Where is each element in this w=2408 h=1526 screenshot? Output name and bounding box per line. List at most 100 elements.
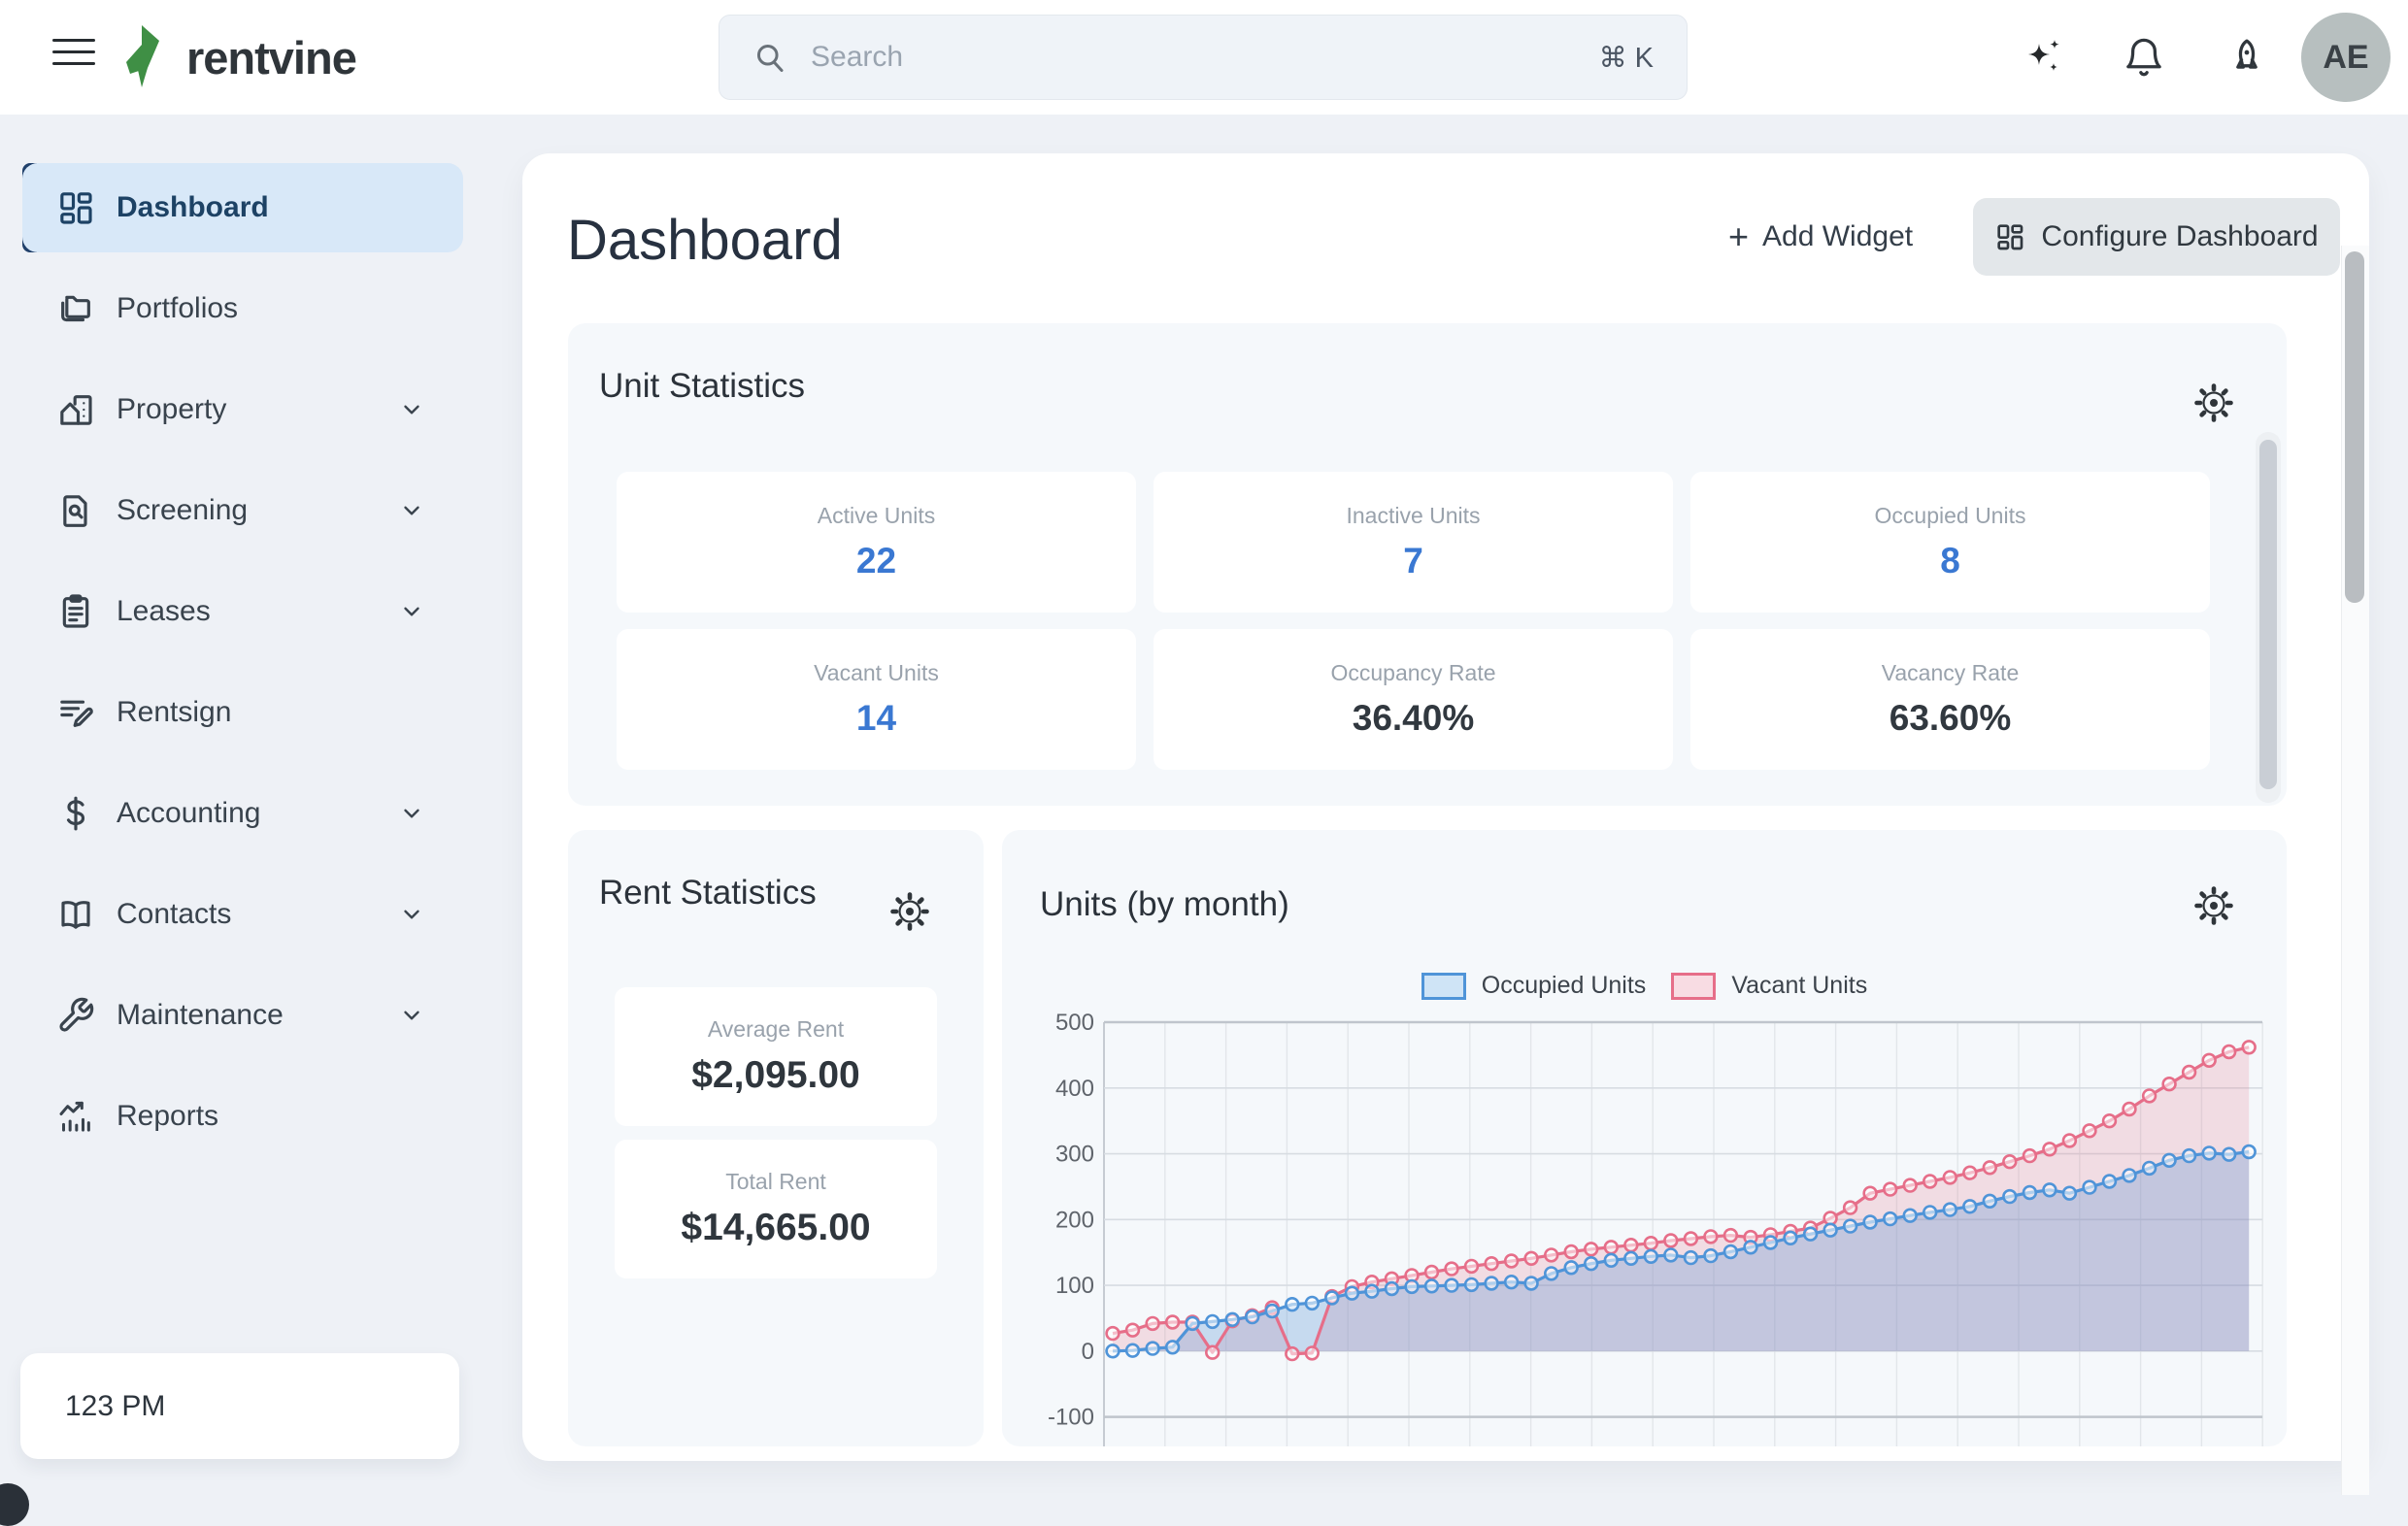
rocket-icon[interactable] (2225, 36, 2268, 79)
legend-label: Occupied Units (1481, 972, 1647, 999)
chevron-down-icon (399, 801, 424, 826)
search-input[interactable]: Search ⌘ K (719, 15, 1688, 100)
stat-card-total-rent: Total Rent $14,665.00 (615, 1140, 937, 1278)
sidebar-item-leases[interactable]: Leases (22, 567, 463, 656)
sidebar-item-label: Contacts (117, 898, 232, 930)
unit-statistics-widget: Unit Statistics Active Units 22 Inactive… (568, 323, 2287, 806)
add-widget-button[interactable]: + Add Widget (1728, 219, 1913, 254)
sidebar-item-label: Rentsign (117, 696, 232, 728)
gear-icon[interactable] (890, 892, 929, 931)
chevron-down-icon (399, 902, 424, 927)
chart-trend-icon (56, 1097, 95, 1136)
rent-statistics-widget: Rent Statistics Average Rent $2,095.00 T… (568, 830, 984, 1446)
book-open-icon (56, 895, 95, 934)
dashboard-grid-icon (56, 188, 95, 227)
topbar: rentvine Search ⌘ K AE (0, 0, 2408, 115)
sidebar-item-dashboard[interactable]: Dashboard (22, 163, 463, 252)
folder-icon (56, 289, 95, 328)
stat-value: $14,665.00 (681, 1207, 871, 1248)
stat-value: $2,095.00 (691, 1054, 860, 1096)
stat-value: 14 (855, 698, 897, 738)
stat-value: 8 (1940, 541, 1960, 581)
chevron-down-icon (399, 498, 424, 523)
clock-time: 123 PM (65, 1389, 166, 1422)
svg-text:-100: -100 (1048, 1405, 1094, 1431)
stat-card-occupancy-rate: Occupancy Rate 36.40% (1154, 629, 1673, 770)
stat-label: Vacant Units (814, 660, 939, 685)
widget-title: Rent Statistics (599, 874, 817, 912)
sidebar-item-property[interactable]: Property (22, 365, 463, 454)
clipboard-icon (56, 592, 95, 631)
legend-swatch-vacant (1671, 972, 1717, 1000)
unit-stats-grid: Active Units 22 Inactive Units 7 Occupie… (617, 472, 2210, 770)
main-content: Dashboard + Add Widget Configure Dashboa… (522, 153, 2369, 1461)
svg-text:0: 0 (1082, 1339, 1094, 1365)
property-house-icon (56, 390, 95, 429)
gear-icon[interactable] (2194, 886, 2233, 925)
brand-name: rentvine (186, 31, 357, 83)
chevron-down-icon (399, 1003, 424, 1028)
sidebar-item-label: Accounting (117, 797, 261, 829)
legend-swatch-occupied (1421, 972, 1466, 1000)
sparkles-icon[interactable] (2023, 36, 2065, 79)
chevron-down-icon (399, 397, 424, 422)
page-scrollbar-thumb[interactable] (2345, 251, 2364, 603)
page-title: Dashboard (567, 209, 843, 272)
avatar[interactable]: AE (2301, 13, 2391, 102)
widget-title: Unit Statistics (599, 367, 805, 405)
gear-icon[interactable] (2194, 383, 2233, 422)
units-by-month-widget: Units (by month) Occupied Units Vacant U… (1002, 830, 2287, 1446)
sidebar-item-rentsign[interactable]: Rentsign (22, 668, 463, 757)
svg-text:300: 300 (1055, 1142, 1094, 1168)
wrench-icon (56, 996, 95, 1035)
stat-value: 7 (1403, 541, 1423, 581)
brand-logo[interactable]: rentvine (117, 19, 357, 95)
widget-title: Units (by month) (1040, 885, 1289, 923)
chevron-down-icon (399, 599, 424, 624)
stat-card-vacant-units: Vacant Units 14 (617, 629, 1136, 770)
dashboard-grid-icon (1994, 221, 2025, 252)
stat-label: Vacancy Rate (1881, 660, 2020, 685)
sidebar-item-label: Reports (117, 1100, 219, 1132)
sidebar-item-maintenance[interactable]: Maintenance (22, 971, 463, 1060)
sidebar-item-label: Property (117, 393, 227, 425)
rentvine-logo-icon (117, 19, 177, 95)
plus-icon: + (1728, 216, 1750, 256)
stat-card-inactive-units: Inactive Units 7 (1154, 472, 1673, 613)
search-icon (752, 40, 787, 75)
notifications-bell-icon[interactable] (2123, 36, 2165, 79)
stat-value: 22 (855, 541, 897, 581)
stat-label: Inactive Units (1346, 503, 1481, 528)
sidebar-item-contacts[interactable]: Contacts (22, 870, 463, 959)
menu-icon[interactable] (52, 39, 95, 74)
stat-label: Total Rent (725, 1169, 826, 1194)
svg-text:100: 100 (1055, 1273, 1094, 1299)
dollar-icon (56, 794, 95, 833)
legend-label: Vacant Units (1731, 972, 1868, 999)
signature-pen-icon (56, 693, 95, 732)
file-search-icon (56, 491, 95, 530)
sidebar-item-accounting[interactable]: Accounting (22, 769, 463, 858)
stat-label: Average Rent (707, 1016, 845, 1042)
sidebar-item-screening[interactable]: Screening (22, 466, 463, 555)
configure-dashboard-button[interactable]: Configure Dashboard (1973, 198, 2340, 276)
clock-widget: 123 PM (20, 1353, 459, 1459)
stat-card-active-units: Active Units 22 (617, 472, 1136, 613)
search-shortcut: ⌘ K (1598, 42, 1654, 74)
sidebar-item-portfolios[interactable]: Portfolios (22, 264, 463, 353)
search-placeholder: Search (811, 41, 904, 73)
stat-card-average-rent: Average Rent $2,095.00 (615, 987, 937, 1126)
legend-item-vacant[interactable]: Vacant Units (1671, 972, 1867, 1000)
widget-scrollbar-thumb[interactable] (2259, 440, 2277, 789)
sidebar-item-reports[interactable]: Reports (22, 1072, 463, 1161)
legend-item-occupied[interactable]: Occupied Units (1421, 972, 1647, 1000)
sidebar-item-label: Portfolios (117, 292, 239, 324)
stat-value: 36.40% (1352, 698, 1475, 738)
units-chart-svg: 500 400 300 200 100 0 -100 (1048, 1010, 2263, 1446)
avatar-initials: AE (2323, 38, 2369, 76)
chat-bubble-peek[interactable] (0, 1483, 29, 1526)
stat-card-occupied-units: Occupied Units 8 (1690, 472, 2210, 613)
stat-value: 63.60% (1889, 698, 2012, 738)
sidebar-item-label: Dashboard (117, 191, 269, 223)
stat-label: Occupied Units (1874, 503, 2026, 528)
